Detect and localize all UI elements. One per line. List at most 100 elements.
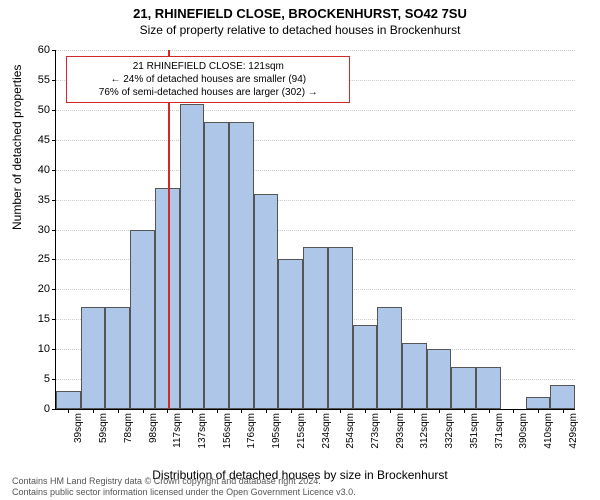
grid-line [56,50,575,51]
histogram-bar [254,194,279,409]
histogram-bar [377,307,402,409]
x-tick-mark [340,409,341,413]
x-tick-label: 39sqm [71,413,84,443]
y-tick-mark [52,140,56,141]
y-tick-label: 10 [20,343,56,355]
y-tick-label: 45 [20,134,56,146]
histogram-bar [105,307,130,409]
y-tick-mark [52,379,56,380]
y-tick-mark [52,349,56,350]
y-tick-mark [52,110,56,111]
y-tick-mark [52,409,56,410]
x-tick-mark [143,409,144,413]
x-tick-mark [538,409,539,413]
y-tick-mark [52,289,56,290]
histogram-bar [353,325,378,409]
x-tick-label: 156sqm [220,413,233,449]
y-tick-mark [52,259,56,260]
x-tick-label: 293sqm [393,413,406,449]
y-tick-mark [52,50,56,51]
y-tick-mark [52,170,56,171]
x-tick-label: 273sqm [368,413,381,449]
y-tick-mark [52,319,56,320]
x-tick-label: 98sqm [146,413,159,443]
x-tick-label: 429sqm [566,413,579,449]
histogram-bar [402,343,427,409]
y-tick-label: 50 [20,104,56,116]
histogram-bar [550,385,575,409]
x-tick-mark [241,409,242,413]
x-tick-label: 410sqm [541,413,554,449]
x-tick-mark [316,409,317,413]
y-tick-label: 25 [20,253,56,265]
histogram-bar [526,397,551,409]
info-line: 76% of semi-detached houses are larger (… [73,86,343,99]
x-tick-label: 234sqm [319,413,332,449]
y-tick-label: 0 [20,403,56,415]
grid-line [56,200,575,201]
histogram-bar [476,367,501,409]
x-tick-mark [93,409,94,413]
x-tick-mark [513,409,514,413]
chart-container: 21, RHINEFIELD CLOSE, BROCKENHURST, SO42… [0,0,600,500]
y-tick-label: 60 [20,44,56,56]
histogram-bar [56,391,81,409]
x-tick-mark [414,409,415,413]
x-tick-mark [439,409,440,413]
x-tick-label: 351sqm [467,413,480,449]
x-tick-label: 195sqm [269,413,282,449]
x-tick-label: 59sqm [96,413,109,443]
x-tick-mark [464,409,465,413]
x-tick-label: 117sqm [170,413,183,448]
x-tick-mark [68,409,69,413]
info-line: ← 24% of detached houses are smaller (94… [73,73,343,86]
histogram-bar [81,307,106,409]
y-tick-mark [52,200,56,201]
grid-line [56,110,575,111]
x-tick-mark [217,409,218,413]
histogram-bar [229,122,254,409]
y-tick-mark [52,230,56,231]
x-tick-label: 176sqm [244,413,257,449]
histogram-bar [427,349,452,409]
x-tick-mark [167,409,168,413]
histogram-bar [204,122,229,409]
x-tick-mark [563,409,564,413]
reference-line [168,50,170,409]
y-tick-label: 30 [20,224,56,236]
x-tick-mark [291,409,292,413]
plot-area: 05101520253035404550556039sqm59sqm78sqm9… [55,50,575,410]
info-line: 21 RHINEFIELD CLOSE: 121sqm [73,60,343,73]
y-tick-label: 20 [20,283,56,295]
histogram-bar [303,247,328,409]
info-box: 21 RHINEFIELD CLOSE: 121sqm← 24% of deta… [66,56,350,103]
x-tick-label: 137sqm [195,413,208,449]
y-tick-label: 15 [20,313,56,325]
x-tick-mark [192,409,193,413]
y-tick-label: 35 [20,194,56,206]
chart-title: 21, RHINEFIELD CLOSE, BROCKENHURST, SO42… [0,0,600,21]
histogram-bar [278,259,303,409]
x-tick-label: 312sqm [417,413,430,449]
histogram-bar [130,230,155,410]
x-tick-mark [390,409,391,413]
x-tick-label: 215sqm [294,413,307,449]
x-tick-mark [118,409,119,413]
histogram-bar [328,247,353,409]
grid-line [56,170,575,171]
histogram-bar [451,367,476,409]
x-tick-mark [266,409,267,413]
grid-line [56,140,575,141]
x-tick-label: 78sqm [121,413,134,443]
y-tick-label: 55 [20,74,56,86]
x-tick-label: 254sqm [343,413,356,449]
x-tick-mark [489,409,490,413]
chart-subtitle: Size of property relative to detached ho… [0,21,600,37]
histogram-bar [180,104,205,409]
y-tick-label: 40 [20,164,56,176]
y-tick-mark [52,80,56,81]
footer-line2: Contains public sector information licen… [12,487,356,498]
y-tick-label: 5 [20,373,56,385]
x-tick-label: 390sqm [516,413,529,449]
x-tick-mark [365,409,366,413]
